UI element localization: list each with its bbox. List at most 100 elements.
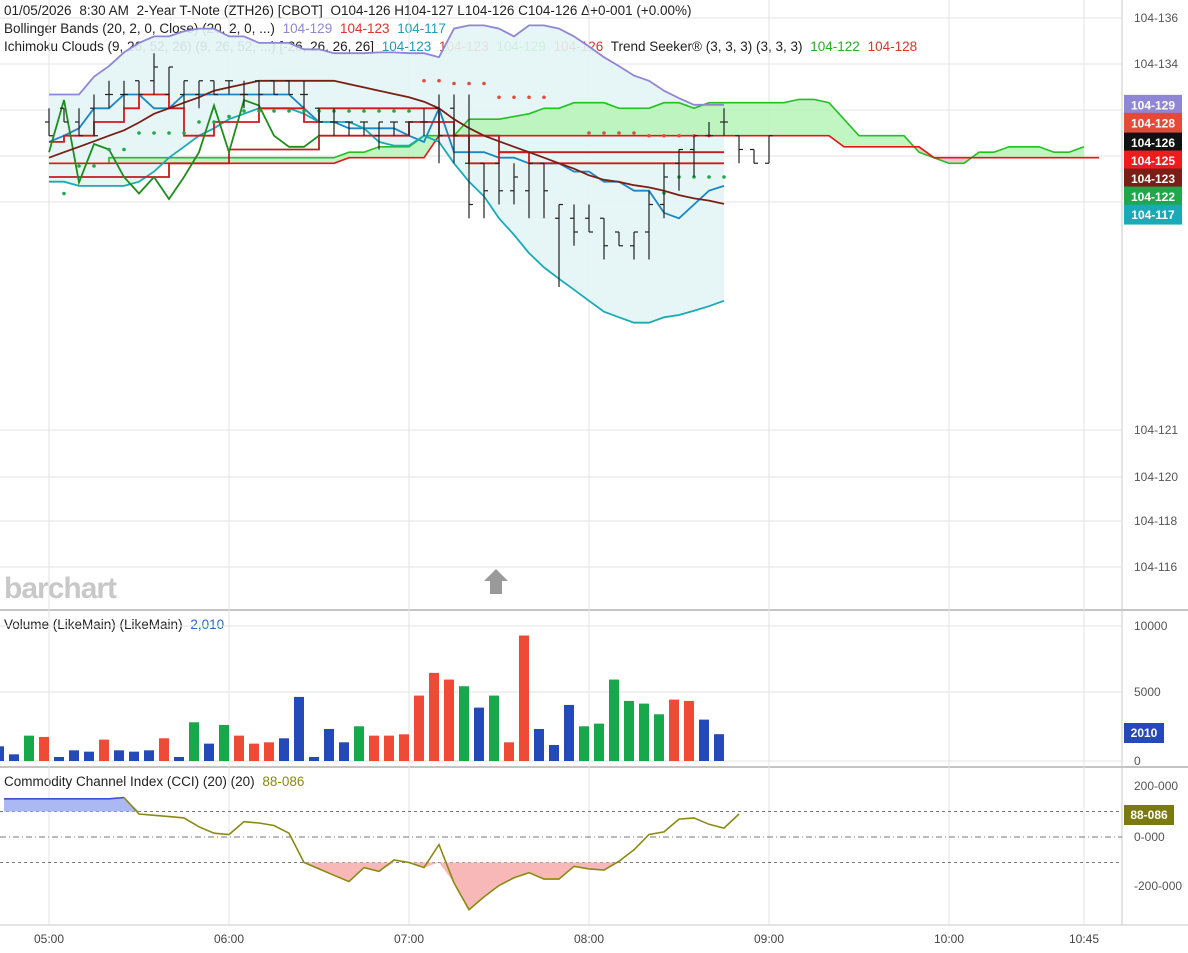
trend-seeker-dot — [662, 133, 666, 138]
cci-oversold-fill — [304, 862, 619, 910]
ichimoku-cloud-segment — [529, 111, 537, 136]
x-tick-label: 07:00 — [394, 932, 424, 946]
ichimoku-cloud-segment — [424, 135, 432, 158]
ichimoku-cloud-segment — [304, 157, 312, 164]
volume-bar — [204, 743, 214, 761]
trend-seeker-dot — [722, 175, 726, 179]
bollinger-band-fill — [49, 25, 724, 323]
trend-seeker-dot — [122, 147, 126, 152]
trend-value-2: 104-128 — [867, 39, 918, 54]
volume-bar — [669, 699, 679, 761]
legend-cci[interactable]: Commodity Channel Index (CCI) (20) (20) … — [4, 773, 308, 791]
trend-seeker-dot — [212, 120, 216, 124]
ichimoku-cloud-segment — [949, 157, 957, 164]
trend-seeker-dot — [197, 120, 201, 124]
ichimoku-cloud-segment — [1054, 152, 1062, 158]
ichimoku-cloud-segment — [521, 113, 529, 136]
ichimoku-cloud-segment — [394, 146, 402, 158]
cci-label: Commodity Channel Index (CCI) (20) (20) — [4, 774, 255, 789]
ichimoku-lagging-line — [48, 98, 320, 201]
trend-seeker-dot — [422, 78, 426, 83]
volume-bar — [234, 735, 244, 761]
cci-tick-label: 200-000 — [1134, 779, 1178, 793]
ichimoku-cloud-segment — [724, 102, 732, 136]
trend-seeker-dot — [407, 109, 411, 113]
trend-seeker-dot — [182, 131, 186, 135]
price-axis-marker: 104-117 — [1124, 204, 1182, 225]
barchart-watermark: barchart — [4, 572, 117, 605]
ichimoku-cloud-segment — [986, 152, 994, 158]
volume-axis-marker-label: 2010 — [1131, 726, 1158, 740]
header-symbol: 2-Year T-Note (ZTH26) [CBOT] — [136, 3, 323, 18]
volume-bar — [84, 751, 94, 761]
ichimoku-span-a-line — [49, 98, 1085, 165]
ichimoku-cloud-segment — [829, 102, 837, 142]
trend-seeker-dot — [92, 164, 96, 168]
volume-bar — [459, 686, 469, 761]
price-axis-marker-box — [1124, 94, 1182, 115]
ichimoku-cloud-segment — [814, 99, 822, 136]
volume-bar — [639, 703, 649, 761]
ichimoku-cloud-segment — [634, 108, 642, 136]
ichimoku-cloud-segment — [896, 135, 904, 147]
volume-bar — [9, 754, 19, 761]
ichimoku-cloud-segment — [619, 108, 627, 136]
ichimoku-cloud-segment — [326, 157, 334, 164]
ichimoku-cloud-segment — [889, 135, 897, 147]
volume-bar — [249, 743, 259, 761]
volume-bar — [114, 750, 124, 761]
ichimoku-cloud-segment — [379, 146, 387, 158]
ichimoku-cloud-segment — [611, 105, 619, 136]
ichimoku-cloud-segment — [296, 157, 304, 164]
ichimoku-cloud-segment — [746, 102, 754, 136]
volume-bar — [414, 695, 424, 761]
ichimoku-cloud-segment — [551, 108, 559, 136]
price-axis-marker-box — [1124, 186, 1182, 207]
volume-bar — [564, 704, 574, 761]
trend-seeker-dot — [257, 109, 261, 113]
trend-seeker-dot — [62, 191, 66, 196]
ichimoku-cloud-segment — [169, 157, 177, 164]
ichimoku-cloud-segment — [259, 157, 267, 164]
ichimoku-cloud-segment — [881, 135, 889, 147]
price-axis-marker-label: 104-122 — [1131, 190, 1175, 204]
header-time: 8:30 AM — [79, 3, 129, 18]
volume-bar — [279, 738, 289, 761]
price-axis-marker-box — [1124, 168, 1182, 189]
price-axis-marker-box — [1124, 132, 1182, 153]
x-tick-label: 10:00 — [934, 932, 964, 946]
ichimoku-cloud-segment — [784, 101, 792, 136]
cci-line — [123, 796, 740, 911]
volume-bar — [549, 744, 559, 761]
trend-seeker-dot — [302, 109, 306, 113]
ichimoku-cloud-segment — [506, 116, 514, 136]
volume-bar — [534, 728, 544, 761]
trend-seeker-dot — [272, 109, 276, 113]
ichimoku-cloud-segment — [229, 157, 237, 164]
price-axis-marker: 104-125 — [1124, 150, 1182, 171]
ichimoku-cloud-segment — [596, 102, 604, 136]
ichimoku-cloud-segment — [289, 157, 297, 164]
volume-bar — [264, 742, 274, 761]
x-tick-label: 06:00 — [214, 932, 244, 946]
price-axis-marker-label: 104-126 — [1131, 136, 1175, 150]
ichimoku-cloud-segment — [184, 157, 192, 164]
volume-bar — [609, 679, 619, 761]
cci-overbought-fill — [4, 797, 139, 812]
ichimoku-cloud-segment — [866, 135, 874, 147]
trend-value-1: 104-122 — [810, 39, 860, 54]
ichimoku-cloud-segment — [956, 157, 964, 164]
x-tick-label: 09:00 — [754, 932, 784, 946]
volume-tick-label: 5000 — [1134, 685, 1161, 699]
trend-seeker-dot — [392, 109, 396, 113]
ichimoku-cloud-segment — [1061, 152, 1069, 158]
ichimoku-cloud-segment — [649, 105, 657, 136]
price-axis-marker-box — [1124, 150, 1182, 171]
ichimoku-cloud-segment — [731, 102, 739, 136]
trend-seeker-dot — [107, 147, 111, 152]
ichimoku-cloud-segment — [356, 152, 364, 158]
trend-seeker-dot — [347, 109, 351, 113]
volume-bar — [489, 695, 499, 761]
price-panel — [45, 24, 1099, 324]
